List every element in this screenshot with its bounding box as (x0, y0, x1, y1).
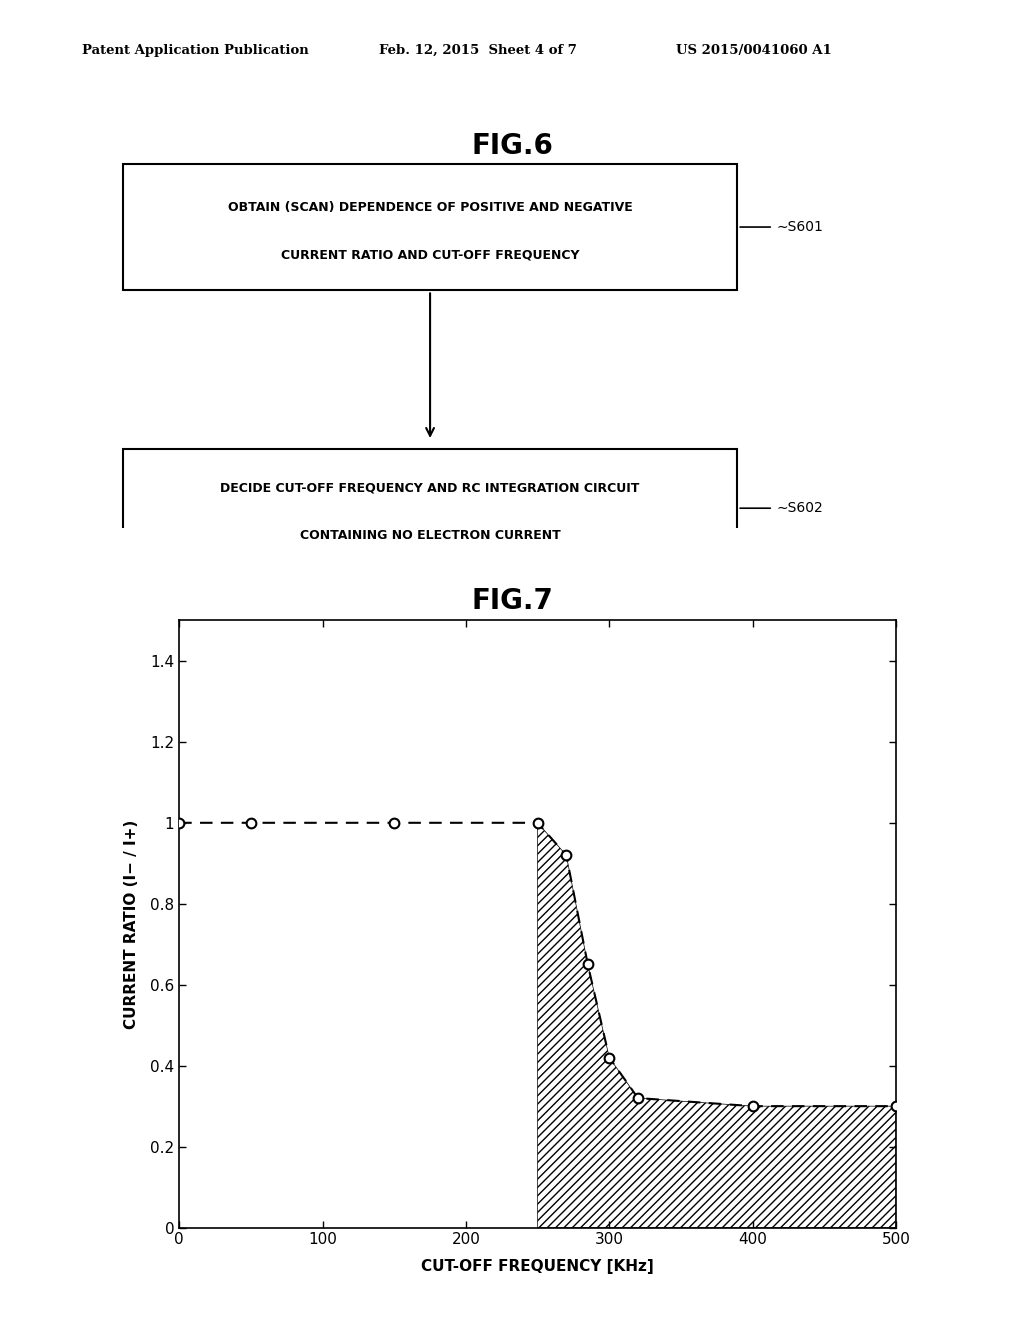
Y-axis label: CURRENT RATIO (I− / I+): CURRENT RATIO (I− / I+) (124, 820, 139, 1028)
Text: CURRENT RATIO AND CUT-OFF FREQUENCY: CURRENT RATIO AND CUT-OFF FREQUENCY (281, 248, 580, 261)
Bar (123, 449, 737, 568)
Text: CONTAINING NO ELECTRON CURRENT: CONTAINING NO ELECTRON CURRENT (300, 529, 560, 543)
Text: Patent Application Publication: Patent Application Publication (82, 44, 308, 57)
Text: FIG.6: FIG.6 (471, 132, 553, 160)
Text: ∼S602: ∼S602 (776, 502, 823, 515)
Bar (123, 164, 737, 290)
Text: OBTAIN (SCAN) DEPENDENCE OF POSITIVE AND NEGATIVE: OBTAIN (SCAN) DEPENDENCE OF POSITIVE AND… (227, 201, 633, 214)
X-axis label: CUT-OFF FREQUENCY [KHz]: CUT-OFF FREQUENCY [KHz] (421, 1258, 654, 1274)
Text: Feb. 12, 2015  Sheet 4 of 7: Feb. 12, 2015 Sheet 4 of 7 (379, 44, 577, 57)
Text: US 2015/0041060 A1: US 2015/0041060 A1 (676, 44, 831, 57)
Text: FIG.7: FIG.7 (471, 587, 553, 615)
Text: DECIDE CUT-OFF FREQUENCY AND RC INTEGRATION CIRCUIT: DECIDE CUT-OFF FREQUENCY AND RC INTEGRAT… (220, 482, 640, 495)
Text: ∼S601: ∼S601 (776, 220, 823, 234)
